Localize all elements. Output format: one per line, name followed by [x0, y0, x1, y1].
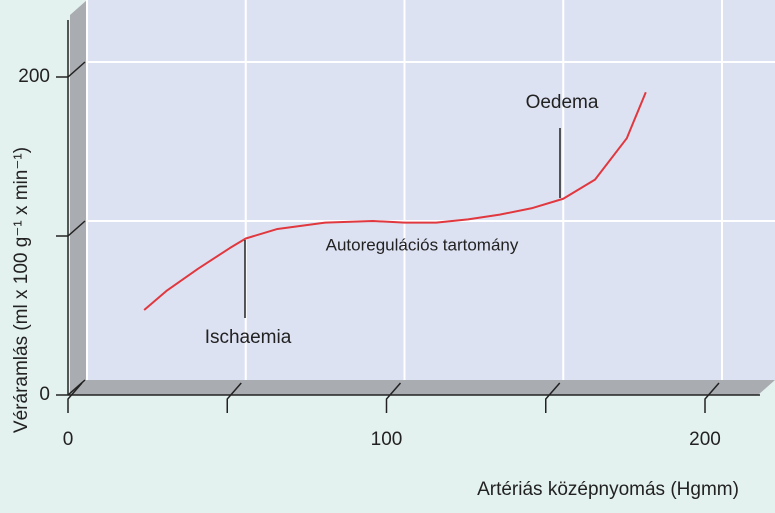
- annotation: Autoregulációs tartomány: [326, 235, 519, 254]
- y-tick-label: 200: [18, 66, 50, 87]
- x-tick: [704, 382, 720, 413]
- x-tick-label: 200: [689, 429, 721, 450]
- x-tick-label: 0: [63, 429, 74, 450]
- y-tick: [56, 61, 86, 78]
- x-tick: [545, 382, 561, 413]
- y-tick: [56, 379, 86, 396]
- annotation: Oedema: [526, 92, 599, 113]
- x-tick: [226, 382, 242, 413]
- annotation: Ischaemia: [205, 327, 292, 348]
- y-tick-label: 0: [39, 384, 50, 405]
- plot-panel: [87, 0, 775, 380]
- x-tick: [67, 382, 83, 413]
- floor: [70, 380, 775, 395]
- line: [143, 91, 647, 311]
- y-tick: [56, 220, 86, 237]
- x-axis-label: Artériás középnyomás (Hgmm): [477, 479, 739, 500]
- side-wall: [70, 0, 87, 395]
- x-tick: [385, 382, 402, 413]
- x-tick-label: 100: [371, 429, 403, 450]
- y-axis-label: Véráramlás (ml x 100 g⁻¹ x min⁻¹): [11, 147, 32, 433]
